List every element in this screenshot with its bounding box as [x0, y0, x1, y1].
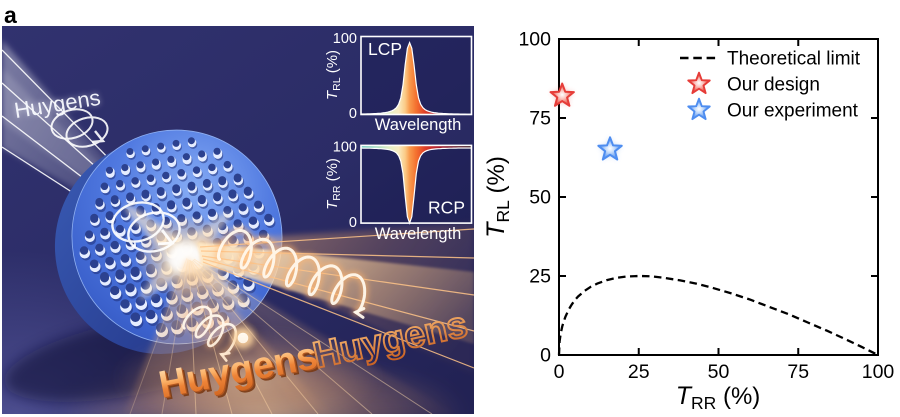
inset-rcp-xlabel: Wavelength	[375, 225, 462, 243]
marker-our-design	[549, 82, 575, 107]
legend-label-our-experiment: Our experiment	[727, 101, 859, 122]
tick-labels: 0 25 50 75 100 0 25 50 75 100	[518, 29, 894, 384]
inset-lcp-ylabel-part: T	[324, 89, 341, 100]
legend-label-our-design: Our design	[727, 75, 820, 96]
legend-markers	[680, 56, 717, 121]
transmitted-beam-down-part	[190, 258, 456, 414]
central-glow-part	[168, 243, 204, 273]
x-tick-label: 75	[787, 361, 809, 383]
inset-lcp-ymax: 100	[333, 31, 357, 47]
theoretical-limit-line	[557, 274, 879, 357]
inset-rcp-frame	[360, 144, 473, 224]
inset-rcp-chart: 100 0 TRR (%) Wavelength RCP	[324, 140, 473, 243]
x-tick-label: 25	[628, 361, 650, 383]
lcp-spectrum-area	[361, 42, 472, 115]
transmitted-beam-right-part-part	[202, 261, 474, 369]
inset-rcp-corner-label: RCP	[428, 198, 465, 218]
marker-our-experiment	[597, 136, 623, 161]
legend-label-theoretical-limit: Theoretical limit	[727, 49, 861, 70]
inset-rcp-ylabel-part: RR	[331, 185, 343, 201]
disk-polarization-loop-part	[111, 201, 165, 243]
loop-arrow	[91, 130, 106, 144]
x-tick-label: 50	[708, 361, 730, 383]
panel-a-label: a	[4, 2, 17, 28]
helix-arrow	[352, 307, 366, 319]
y-tick-label: 50	[529, 187, 551, 209]
transmitted-beam-right-part-part	[199, 228, 474, 248]
output-helix-right	[214, 226, 369, 319]
inset-lcp-xlabel: Wavelength	[375, 116, 462, 134]
theoretical-limit-curve	[557, 274, 879, 357]
inset-lcp-ylabel-part: RL	[331, 77, 343, 91]
inset-lcp-corner-label: LCP	[368, 39, 402, 59]
x-axis-label: TRR (%)	[676, 382, 761, 413]
inset-rcp-ylabel: TRR (%)	[324, 158, 343, 210]
x-tick-label: 100	[862, 361, 895, 383]
incident-polarization-loop	[50, 108, 109, 148]
incident-polarization-loop-part	[65, 116, 109, 148]
output-helix-down-part	[182, 305, 238, 356]
legend-star-sample	[687, 71, 711, 95]
inset-lcp-ylabel: TRL (%)	[324, 50, 343, 100]
legend: Theoretical limit Our design Our experim…	[680, 49, 861, 122]
inset-rcp-ymax: 100	[333, 140, 357, 156]
text-backlight-glow	[113, 330, 383, 414]
x-tick-label: 0	[554, 361, 565, 383]
inset-lcp-chart: 100 0 TRL (%) Wavelength LCP	[324, 31, 473, 134]
y-axis-label-part: T	[482, 221, 510, 238]
y-axis-label-part: RL	[493, 200, 513, 223]
x-axis-label-part: T	[676, 382, 693, 410]
panel-a-illustration: Huygens Huygens Huygens Huygens Huygens …	[2, 26, 474, 414]
inset-lcp-ylabel-part: (%)	[324, 50, 341, 78]
panel-b-background	[474, 0, 900, 417]
y-tick-label: 75	[529, 108, 551, 130]
inset-rcp-ymin: 0	[349, 215, 357, 231]
y-axis-label-part: (%)	[483, 156, 510, 200]
plot-box	[558, 38, 879, 356]
y-tick-label: 0	[540, 345, 551, 367]
x-axis-label-part: (%)	[716, 383, 760, 410]
loop-arrow	[157, 229, 175, 246]
y-tick-label: 25	[529, 266, 551, 288]
inset-rcp-ylabel-part: T	[324, 199, 341, 210]
inset-lcp-frame	[360, 35, 473, 116]
rcp-spectrum-line	[360, 147, 472, 225]
panel-a-illustration-part: Huygens Huygens Huygens Huygens Huygens …	[2, 26, 474, 414]
inset-rcp-ylabel-part: (%)	[324, 158, 341, 186]
output-helix-right-part	[216, 228, 367, 314]
disk-polarization-loop-part	[127, 211, 181, 253]
inset-lcp-ymin: 0	[349, 106, 357, 122]
data-points	[549, 82, 623, 161]
rcp-spectrum-area	[361, 145, 472, 224]
legend-star-sample	[687, 97, 711, 121]
y-tick-label: 100	[518, 29, 551, 51]
disk-polarization-loop	[111, 201, 181, 253]
x-axis-label-part: RR	[691, 393, 716, 413]
y-axis-label: TRL (%)	[482, 156, 513, 238]
